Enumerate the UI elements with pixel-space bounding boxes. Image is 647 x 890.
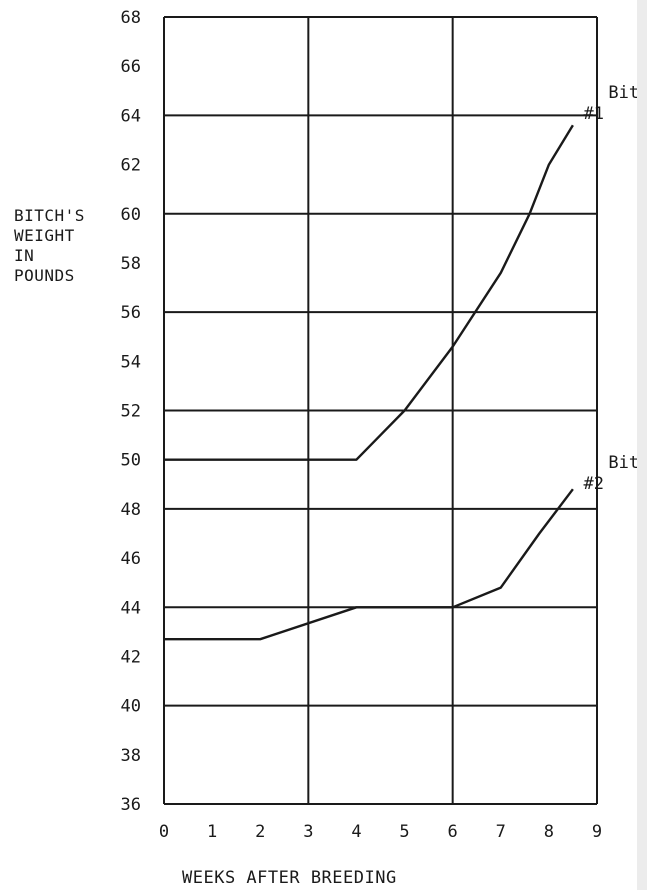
y-tick-label: 40	[121, 697, 141, 717]
y-tick-label: 58	[121, 254, 141, 274]
x-tick-label: 3	[303, 822, 313, 842]
x-tick-label: 4	[351, 822, 361, 842]
y-tick-label: 52	[121, 402, 141, 422]
series-line	[164, 124, 574, 461]
series-label: #2	[584, 474, 604, 494]
x-tick-label: 8	[544, 822, 554, 842]
y-tick-label: 64	[121, 106, 141, 126]
y-tick-label: 44	[121, 598, 141, 618]
x-tick-label: 7	[496, 822, 506, 842]
series-line	[164, 488, 574, 641]
y-tick-label: 50	[121, 451, 141, 471]
y-tick-label: 68	[121, 8, 141, 28]
y-tick-label: 54	[121, 352, 141, 372]
y-tick-label: 56	[121, 303, 141, 323]
x-tick-label: 2	[255, 822, 265, 842]
y-tick-label: 66	[121, 57, 141, 77]
y-axis-label-line: BITCH'S	[14, 206, 85, 225]
page-edge-strip	[637, 0, 647, 890]
x-tick-label: 6	[448, 822, 458, 842]
y-axis-label-line: IN	[14, 246, 35, 265]
y-tick-label: 46	[121, 549, 141, 569]
x-axis-label: WEEKS AFTER BREEDING	[182, 868, 397, 888]
y-tick-label: 60	[121, 205, 141, 225]
y-tick-label: 62	[121, 156, 141, 176]
y-axis-label: BITCH'S WEIGHT IN POUNDS	[14, 206, 85, 286]
y-tick-label: 38	[121, 746, 141, 766]
x-tick-label: 9	[592, 822, 602, 842]
y-tick-label: 42	[121, 647, 141, 667]
grid-layer	[163, 16, 598, 805]
y-axis-label-line: WEIGHT	[14, 226, 75, 245]
x-tick-label: 5	[399, 822, 409, 842]
series-layer	[164, 124, 574, 641]
x-tick-label: 1	[207, 822, 217, 842]
y-axis-label-line: POUNDS	[14, 266, 75, 285]
y-tick-label: 36	[121, 795, 141, 815]
x-tick-label: 0	[159, 822, 169, 842]
y-tick-label: 48	[121, 500, 141, 520]
series-label: #1	[584, 104, 604, 124]
